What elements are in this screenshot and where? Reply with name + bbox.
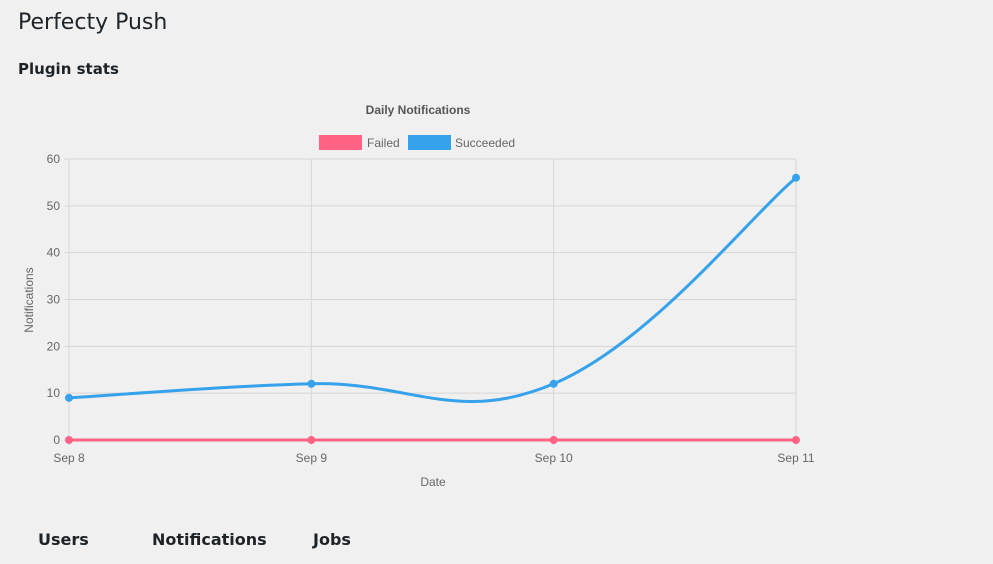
y-tick-label: 60 <box>47 152 61 166</box>
x-tick-label: Sep 8 <box>53 451 85 465</box>
y-axis-label: Notifications <box>22 267 36 332</box>
data-point-succeeded <box>549 379 558 388</box>
x-tick-label: Sep 9 <box>296 451 328 465</box>
daily-notifications-chart: Daily Notifications Failed Succeeded 0 10 20 3… <box>0 95 993 505</box>
data-point-succeeded <box>792 173 800 182</box>
section-title: Plugin stats <box>18 60 119 78</box>
data-point-succeeded <box>307 379 316 388</box>
tab-users[interactable]: Users <box>38 530 89 549</box>
series-line-succeeded <box>67 176 798 403</box>
data-point-failed <box>549 436 558 444</box>
y-tick-label: 0 <box>53 433 60 447</box>
y-tick-label: 20 <box>47 339 61 353</box>
y-tick-label: 10 <box>47 386 61 400</box>
bottom-tabs: Users Notifications Jobs <box>0 526 993 556</box>
y-tick-label: 40 <box>47 246 61 260</box>
legend-label-succeeded: Succeeded <box>455 136 515 150</box>
x-tick-label: Sep 10 <box>535 451 573 465</box>
page-title: Perfecty Push <box>18 10 168 35</box>
tab-notifications[interactable]: Notifications <box>152 530 267 549</box>
data-point-failed <box>307 436 316 444</box>
x-tick-label: Sep 11 <box>777 451 814 465</box>
data-point-succeeded <box>65 393 73 402</box>
chart-svg: Daily Notifications Failed Succeeded 0 10 20 3… <box>22 103 815 489</box>
tab-jobs[interactable]: Jobs <box>313 530 351 549</box>
y-tick-label: 50 <box>47 199 61 213</box>
chart-title: Daily Notifications <box>366 103 471 117</box>
data-point-failed <box>792 436 800 444</box>
data-point-failed <box>65 436 73 444</box>
x-axis-label: Date <box>420 475 446 489</box>
legend-label-failed: Failed <box>367 136 400 150</box>
y-tick-label: 30 <box>47 293 61 307</box>
legend-swatch-failed <box>319 135 362 150</box>
legend-swatch-succeeded <box>408 135 451 150</box>
